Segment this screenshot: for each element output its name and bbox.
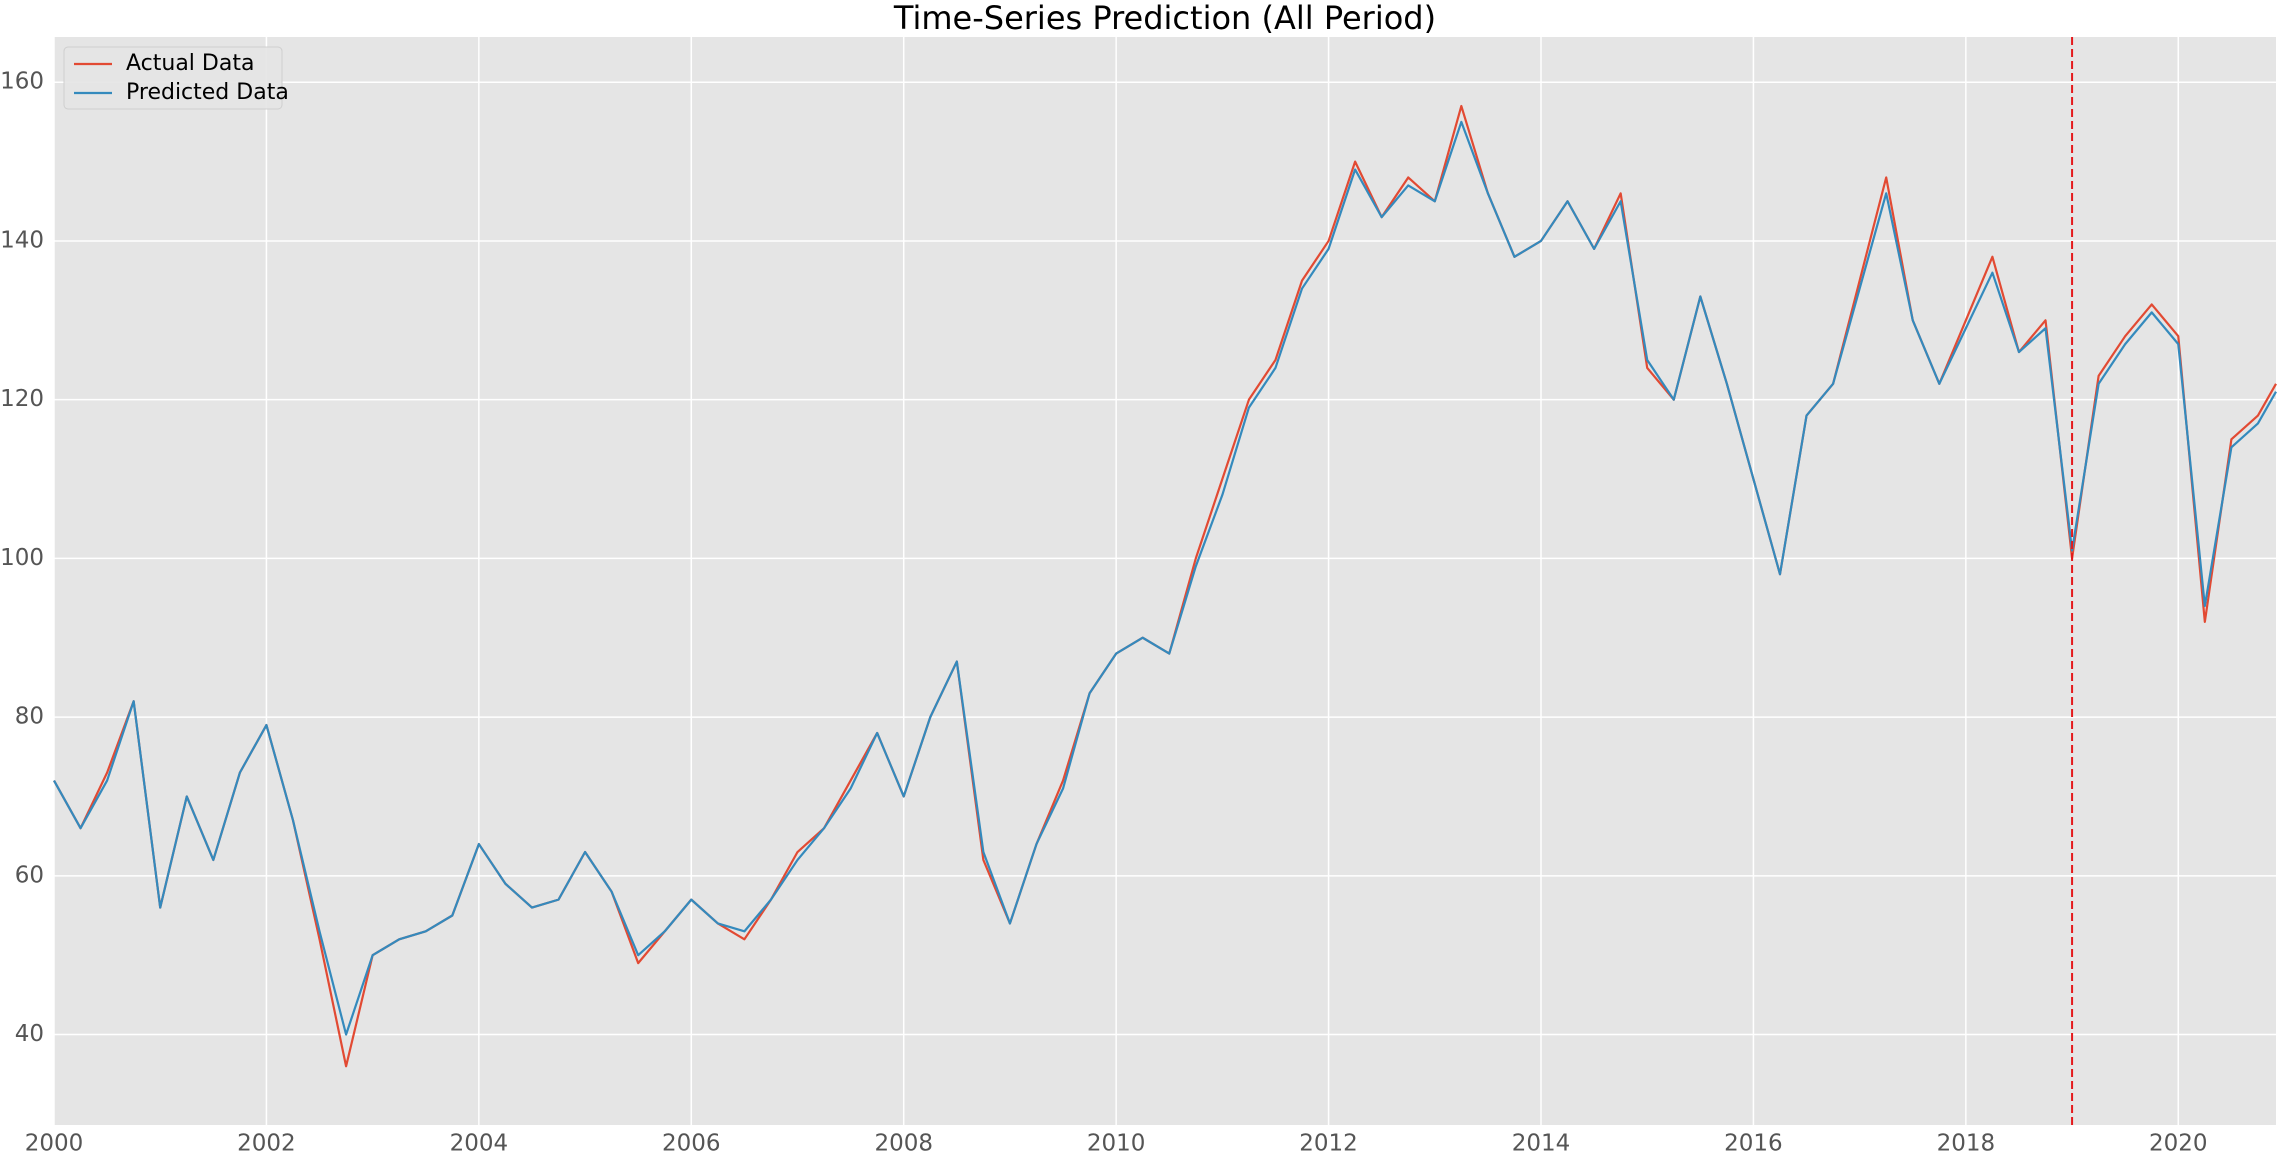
legend-box	[63, 46, 283, 110]
y-tick-label: 80	[15, 704, 44, 730]
legend: Actual Data Predicted Data	[63, 46, 289, 110]
y-tick-label: 140	[0, 227, 44, 253]
x-tick-label: 2000	[25, 1131, 84, 1156]
x-tick-label: 2016	[1724, 1131, 1783, 1156]
lines	[53, 37, 2277, 1125]
y-tick-label: 160	[0, 69, 44, 95]
x-tick-label: 2018	[1937, 1131, 1996, 1156]
x-tick-label: 2004	[450, 1131, 509, 1156]
x-tick-label: 2006	[662, 1131, 721, 1156]
x-tick-label: 2010	[1087, 1131, 1146, 1156]
x-tick-label: 2002	[237, 1131, 296, 1156]
x-tick-label: 2012	[1299, 1131, 1358, 1156]
chart-title: Time-Series Prediction (All Period)	[893, 0, 1436, 37]
series-line	[53, 120, 2277, 1036]
y-tick-label: 40	[15, 1021, 44, 1047]
legend-label: Actual Data	[126, 51, 254, 76]
grid	[53, 37, 2276, 1125]
y-tick-label: 100	[0, 545, 44, 571]
plot-area	[54, 37, 2276, 1125]
y-tick-label: 120	[0, 386, 44, 412]
y-tick-label: 60	[15, 862, 44, 888]
x-tick-label: 2020	[2149, 1131, 2208, 1156]
x-tick-label: 2014	[1512, 1131, 1571, 1156]
legend-label: Predicted Data	[126, 80, 289, 105]
x-tick-label: 2008	[874, 1131, 933, 1156]
